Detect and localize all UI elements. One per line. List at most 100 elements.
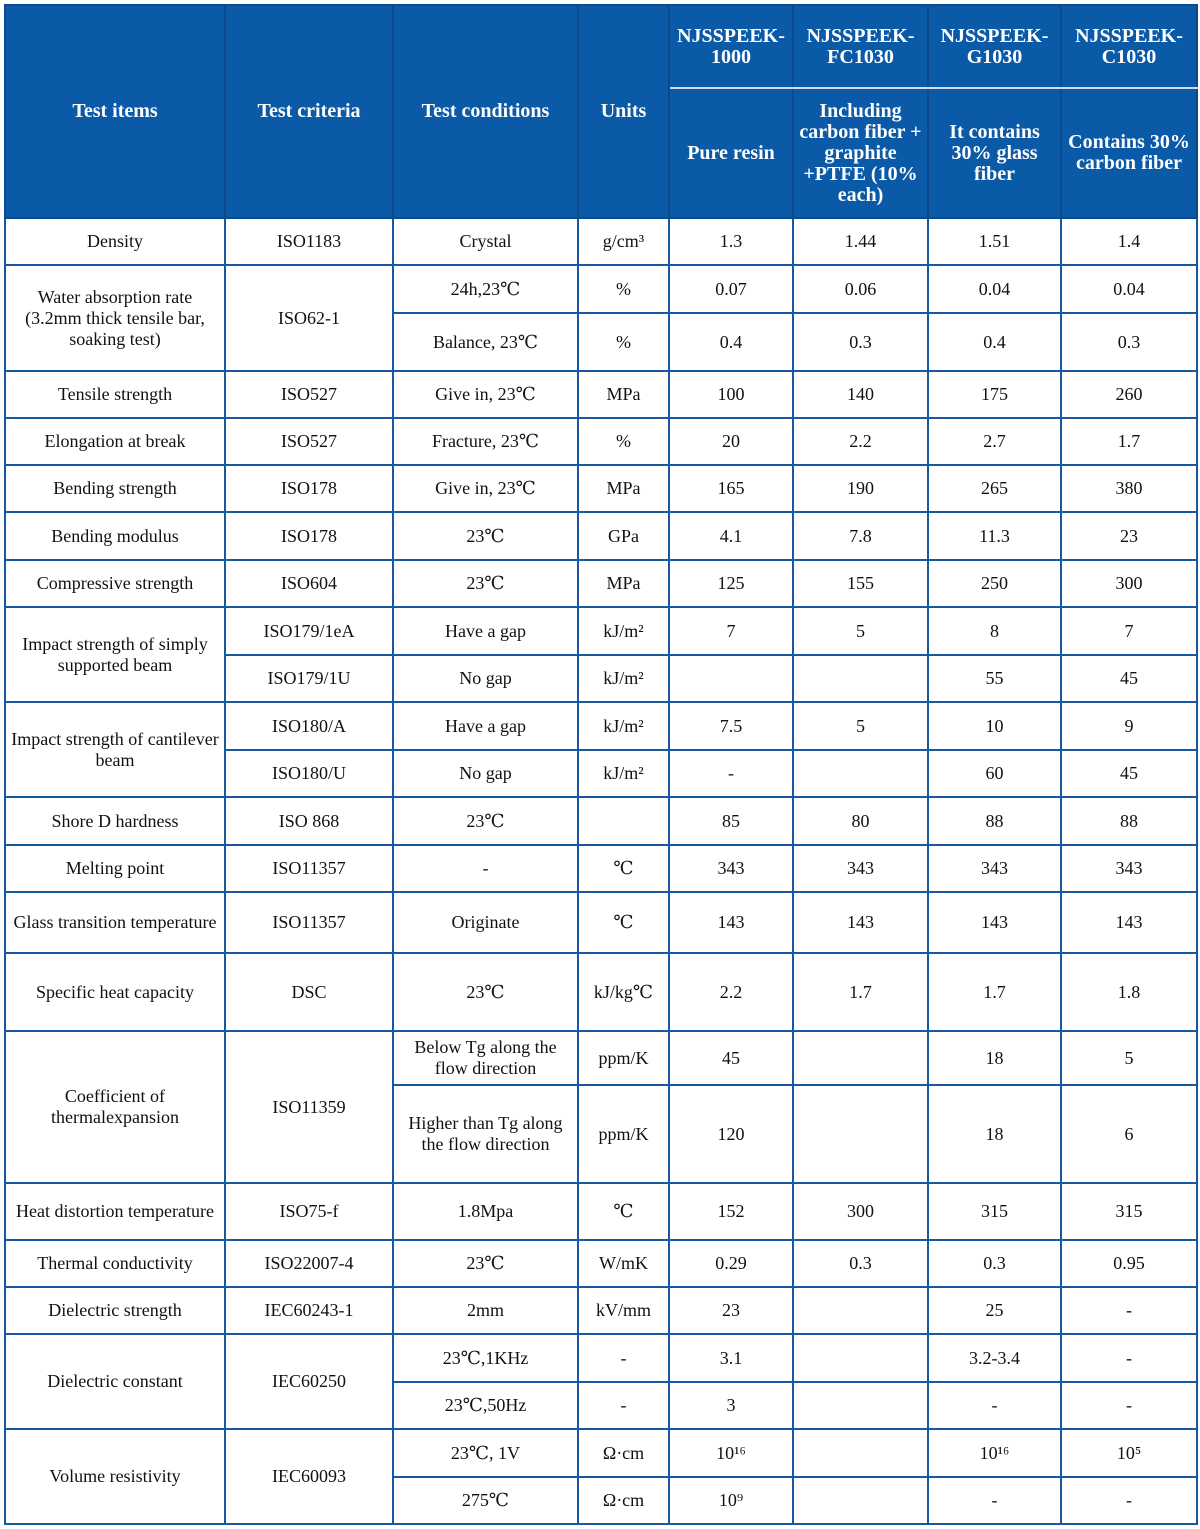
table-row: Volume resistivity IEC60093 23℃, 1V Ω·cm 10¹… (4, 1428, 1198, 1525)
value-cell: 10¹⁶ (668, 1428, 794, 1478)
header-model: NJSSPEEK-C1030 (1060, 4, 1198, 89)
value-cell: 190 (792, 464, 929, 513)
value-cell: - (927, 1476, 1062, 1525)
value-cell: 143 (792, 891, 929, 954)
test-condition: Higher than Tg along the flow direction (392, 1084, 579, 1184)
value-cell (792, 1084, 929, 1184)
test-condition: Have a gap (392, 701, 579, 751)
value-cell: 10⁹ (668, 1476, 794, 1525)
value-cell (792, 1381, 929, 1430)
value-cell: 5 (1060, 1030, 1198, 1086)
unit: % (577, 264, 670, 314)
value-cell: 343 (927, 844, 1062, 893)
test-criteria: ISO527 (224, 417, 394, 466)
value-cell: 143 (668, 891, 794, 954)
table-row: Tensile strength ISO527 Give in, 23℃ MPa 100… (4, 370, 1198, 419)
value-cell: 175 (927, 370, 1062, 419)
test-condition: Originate (392, 891, 579, 954)
value-cell (792, 1030, 929, 1086)
value-cell: 300 (792, 1182, 929, 1241)
test-condition: No gap (392, 749, 579, 798)
value-cell (792, 1428, 929, 1478)
test-item: Elongation at break (4, 417, 226, 466)
value-cell: 0.29 (668, 1239, 794, 1288)
value-cell: 0.3 (1060, 312, 1198, 372)
test-item: Heat distortion temperature (4, 1182, 226, 1241)
test-criteria: ISO180/U (224, 749, 394, 798)
test-condition: 23℃,50Hz (392, 1381, 579, 1430)
table-row: Bending strength ISO178 Give in, 23℃ MPa 165… (4, 464, 1198, 513)
value-cell: 315 (1060, 1182, 1198, 1241)
value-cell: 10 (927, 701, 1062, 751)
value-cell: 165 (668, 464, 794, 513)
table-row: ISO180/U No gap kJ/m² - 60 45 (5, 749, 1198, 798)
test-item: Density (4, 217, 226, 266)
table-row: Dielectric strength IEC60243-1 2mm kV/mm 23 2… (4, 1286, 1198, 1335)
value-cell: 0.3 (927, 1239, 1062, 1288)
value-cell: 0.4 (927, 312, 1062, 372)
test-condition: 23℃ (392, 1239, 579, 1288)
test-item: Dielectric constant (4, 1333, 226, 1430)
value-cell: 0.3 (792, 312, 929, 372)
test-criteria: ISO 868 (224, 796, 394, 846)
table-row: Heat distortion temperature ISO75-f 1.8Mpa… (4, 1182, 1198, 1241)
test-item: Bending strength (4, 464, 226, 513)
value-cell: 45 (1060, 749, 1198, 798)
table-row: Melting point ISO11357- ℃ 343 343 343 343 (4, 844, 1198, 893)
unit: % (577, 417, 670, 466)
value-cell: 85 (668, 796, 794, 846)
value-cell: 250 (927, 559, 1062, 608)
test-condition: 2mm (392, 1286, 579, 1335)
test-item: Melting point (4, 844, 226, 893)
test-criteria: ISO178 (224, 511, 394, 561)
unit: kJ/m² (577, 701, 670, 751)
value-cell: 3 (668, 1381, 794, 1430)
test-criteria: IEC60243-1 (224, 1286, 394, 1335)
value-cell: 2.2 (792, 417, 929, 466)
value-cell: 88 (927, 796, 1062, 846)
value-cell: - (927, 1381, 1062, 1430)
value-cell: 7 (1060, 606, 1198, 656)
table-row: Dielectric constant IEC60250 23℃,1KHz -3.1 3… (4, 1333, 1198, 1430)
value-cell: 315 (927, 1182, 1062, 1241)
value-cell: 4.1 (668, 511, 794, 561)
unit: ppm/K (577, 1030, 670, 1086)
value-cell: 7.8 (792, 511, 929, 561)
value-cell: 25 (927, 1286, 1062, 1335)
test-condition: 23℃,1KHz (392, 1333, 579, 1383)
test-condition: Below Tg along the flow direction (392, 1030, 579, 1086)
value-cell: 155 (792, 559, 929, 608)
test-criteria: ISO178 (224, 464, 394, 513)
test-item: Impact strength of simply supported beam (4, 606, 226, 703)
value-cell: 55 (927, 654, 1062, 703)
header-model: NJSSPEEK-FC1030 (792, 4, 929, 89)
value-cell: 260 (1060, 370, 1198, 419)
header-test-conditions: Test conditions (392, 4, 579, 219)
unit: Ω·cm (577, 1476, 670, 1525)
test-condition: 275℃ (392, 1476, 579, 1525)
table-row: Elongation at break ISO527 Fracture, 23℃% 2… (4, 417, 1198, 466)
table-row: ISO179/1U No gap kJ/m² 55 45 (5, 654, 1198, 703)
value-cell: 1.51 (927, 217, 1062, 266)
test-condition: 23℃ (392, 511, 579, 561)
value-cell: 1.8 (1060, 952, 1198, 1032)
value-cell: 45 (1060, 654, 1198, 703)
value-cell: 88 (1060, 796, 1198, 846)
test-criteria: ISO179/1eA (224, 606, 394, 656)
value-cell: 0.04 (1060, 264, 1198, 314)
test-criteria: ISO62-1 (224, 264, 394, 372)
value-cell: 23 (668, 1286, 794, 1335)
value-cell (792, 1333, 929, 1383)
test-condition: Balance, 23℃ (392, 312, 579, 372)
value-cell: 100 (668, 370, 794, 419)
value-cell: 1.4 (1060, 217, 1198, 266)
test-condition: 24h,23℃ (392, 264, 579, 314)
header-description: Including carbon fiber + graphite +PTFE … (792, 87, 929, 219)
unit: MPa (577, 464, 670, 513)
unit: ℃ (577, 1182, 670, 1241)
value-cell: 10¹⁶ (927, 1428, 1062, 1478)
unit: ℃ (577, 891, 670, 954)
test-condition: Give in, 23℃ (392, 370, 579, 419)
test-criteria: IEC60250 (224, 1333, 394, 1430)
test-condition: Fracture, 23℃ (392, 417, 579, 466)
